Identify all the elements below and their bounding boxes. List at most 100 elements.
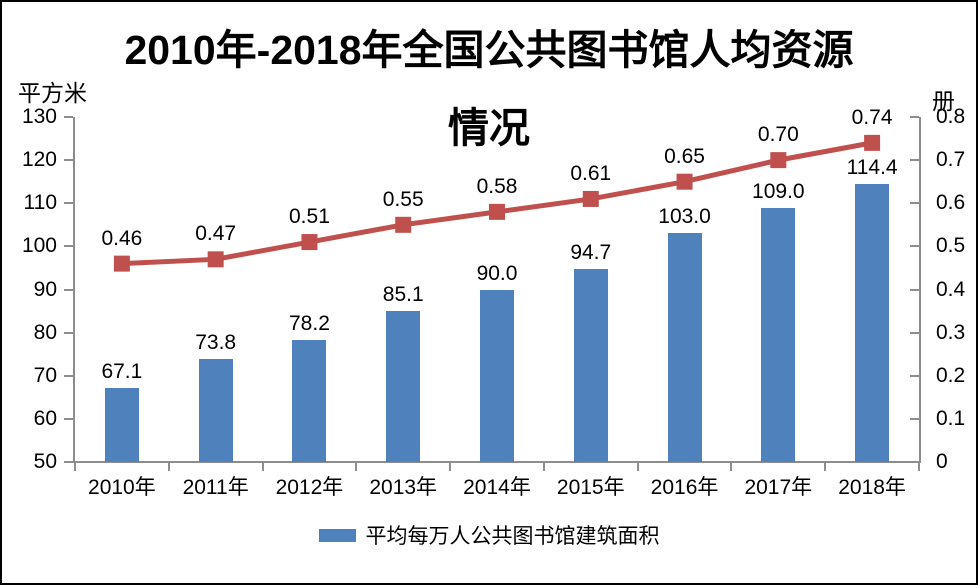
right-axis-tick-label: 0.2 bbox=[936, 363, 966, 387]
line-marker bbox=[489, 203, 505, 220]
line-marker bbox=[207, 251, 224, 268]
bar-value-label: 94.7 bbox=[570, 241, 612, 265]
right-axis-tick-label: 0.5 bbox=[936, 234, 966, 258]
right-axis-tick-label: 0.4 bbox=[936, 277, 966, 301]
x-axis-tick bbox=[261, 462, 264, 471]
bar-value-label: 73.8 bbox=[195, 331, 237, 355]
right-axis-tick-label: 0.3 bbox=[936, 320, 966, 344]
bar-2016年 bbox=[667, 233, 702, 462]
line-value-label: 0.61 bbox=[570, 161, 612, 185]
left-axis-tick bbox=[64, 116, 73, 118]
x-axis-label: 2012年 bbox=[275, 476, 344, 499]
bar-value-label: 114.4 bbox=[846, 156, 898, 180]
x-axis-label: 2017年 bbox=[744, 476, 813, 499]
bar-2010年 bbox=[104, 388, 139, 462]
line-marker bbox=[395, 216, 412, 233]
right-axis-tick-label: 0.7 bbox=[936, 148, 966, 172]
x-axis-tick bbox=[74, 462, 76, 471]
left-axis-tick bbox=[64, 202, 73, 205]
legend-swatch bbox=[318, 528, 356, 542]
bar-2012年 bbox=[292, 340, 327, 462]
line-marker bbox=[113, 255, 130, 272]
x-axis-label: 2011年 bbox=[182, 476, 249, 499]
x-axis-tick bbox=[918, 462, 920, 471]
chart-title: 2010年-2018年全国公共图书馆人均资源 情况 bbox=[2, 24, 976, 154]
left-axis-tick bbox=[64, 461, 73, 463]
left-axis-tick bbox=[64, 159, 73, 162]
right-axis-tick bbox=[910, 202, 919, 205]
right-axis-tick bbox=[910, 417, 919, 420]
line-value-label: 0.70 bbox=[757, 123, 799, 147]
bar-value-label: 109.0 bbox=[752, 179, 805, 203]
x-axis-label: 2013年 bbox=[369, 476, 438, 499]
bar-value-label: 85.1 bbox=[382, 282, 424, 306]
line-value-label: 0.55 bbox=[382, 187, 424, 211]
bar-value-label: 67.1 bbox=[101, 360, 143, 384]
left-axis-tick-label: 100 bbox=[21, 234, 57, 258]
line-marker bbox=[582, 190, 599, 207]
right-axis-tick-label: 0.6 bbox=[936, 191, 966, 215]
right-axis-tick bbox=[910, 461, 919, 463]
legend: 平均每万人公共图书馆建筑面积 bbox=[2, 520, 976, 550]
x-axis-label: 2014年 bbox=[463, 476, 531, 499]
x-axis-tick bbox=[449, 462, 452, 471]
bar-value-label: 103.0 bbox=[658, 205, 711, 229]
right-axis-tick-label: 0.8 bbox=[936, 105, 966, 128]
chart-title-line1: 2010年-2018年全国公共图书馆人均资源 bbox=[124, 27, 854, 73]
left-axis-tick-label: 80 bbox=[33, 320, 57, 344]
left-axis-tick-label: 60 bbox=[33, 406, 57, 430]
left-axis-tick-label: 50 bbox=[33, 450, 57, 473]
left-axis-line bbox=[73, 117, 75, 462]
line-marker bbox=[301, 234, 318, 251]
x-axis-tick bbox=[167, 462, 170, 471]
right-axis-tick-label: 0.1 bbox=[936, 406, 966, 430]
left-axis-tick-label: 110 bbox=[23, 191, 57, 215]
line-value-label: 0.51 bbox=[289, 205, 330, 229]
line-marker bbox=[770, 152, 787, 169]
bar-2015年 bbox=[573, 269, 608, 462]
right-axis-unit-label: 册 bbox=[932, 88, 955, 114]
left-axis-tick-label: 90 bbox=[33, 277, 57, 301]
left-axis-tick bbox=[64, 288, 73, 291]
right-axis-tick bbox=[910, 374, 919, 377]
x-axis-label: 2016年 bbox=[650, 476, 719, 499]
left-axis-unit-label: 平方米 bbox=[18, 80, 87, 106]
bar-value-label: 90.0 bbox=[476, 261, 518, 285]
x-axis-tick bbox=[355, 462, 358, 471]
line-value-label: 0.47 bbox=[195, 222, 237, 246]
left-axis-tick bbox=[64, 245, 73, 248]
x-axis-tick bbox=[542, 462, 545, 471]
bar-2017年 bbox=[761, 207, 796, 462]
bar-2018年 bbox=[855, 184, 890, 462]
x-axis-label: 2018年 bbox=[838, 476, 906, 499]
x-axis-label: 2010年 bbox=[88, 476, 156, 499]
right-axis-tick bbox=[910, 159, 919, 162]
bar-2013年 bbox=[386, 310, 421, 462]
x-axis-line bbox=[73, 461, 921, 463]
x-axis-tick bbox=[824, 462, 827, 471]
left-axis-tick bbox=[64, 417, 73, 420]
left-axis-tick-label: 70 bbox=[33, 363, 57, 387]
right-axis-tick bbox=[910, 116, 919, 118]
left-axis-tick-label: 130 bbox=[21, 105, 57, 128]
line-value-label: 0.65 bbox=[664, 144, 705, 168]
bar-2014年 bbox=[480, 289, 514, 462]
right-axis-tick-label: 0 bbox=[936, 450, 948, 473]
line-value-label: 0.46 bbox=[101, 226, 143, 250]
bar-2011年 bbox=[198, 359, 233, 462]
right-axis-tick bbox=[910, 288, 919, 291]
line-value-label: 0.58 bbox=[476, 174, 518, 198]
right-axis-tick bbox=[910, 331, 919, 334]
left-axis-tick bbox=[64, 374, 73, 377]
x-axis-tick bbox=[730, 462, 733, 471]
x-axis-tick bbox=[636, 462, 639, 471]
bar-value-label: 78.2 bbox=[289, 312, 330, 336]
right-axis-tick bbox=[910, 245, 919, 248]
line-marker bbox=[676, 173, 693, 190]
line-value-label: 0.74 bbox=[851, 105, 893, 129]
left-axis-tick-label: 120 bbox=[21, 148, 57, 172]
x-axis-label: 2015年 bbox=[556, 476, 625, 499]
left-axis-tick bbox=[64, 331, 73, 334]
legend-label: 平均每万人公共图书馆建筑面积 bbox=[365, 524, 660, 548]
